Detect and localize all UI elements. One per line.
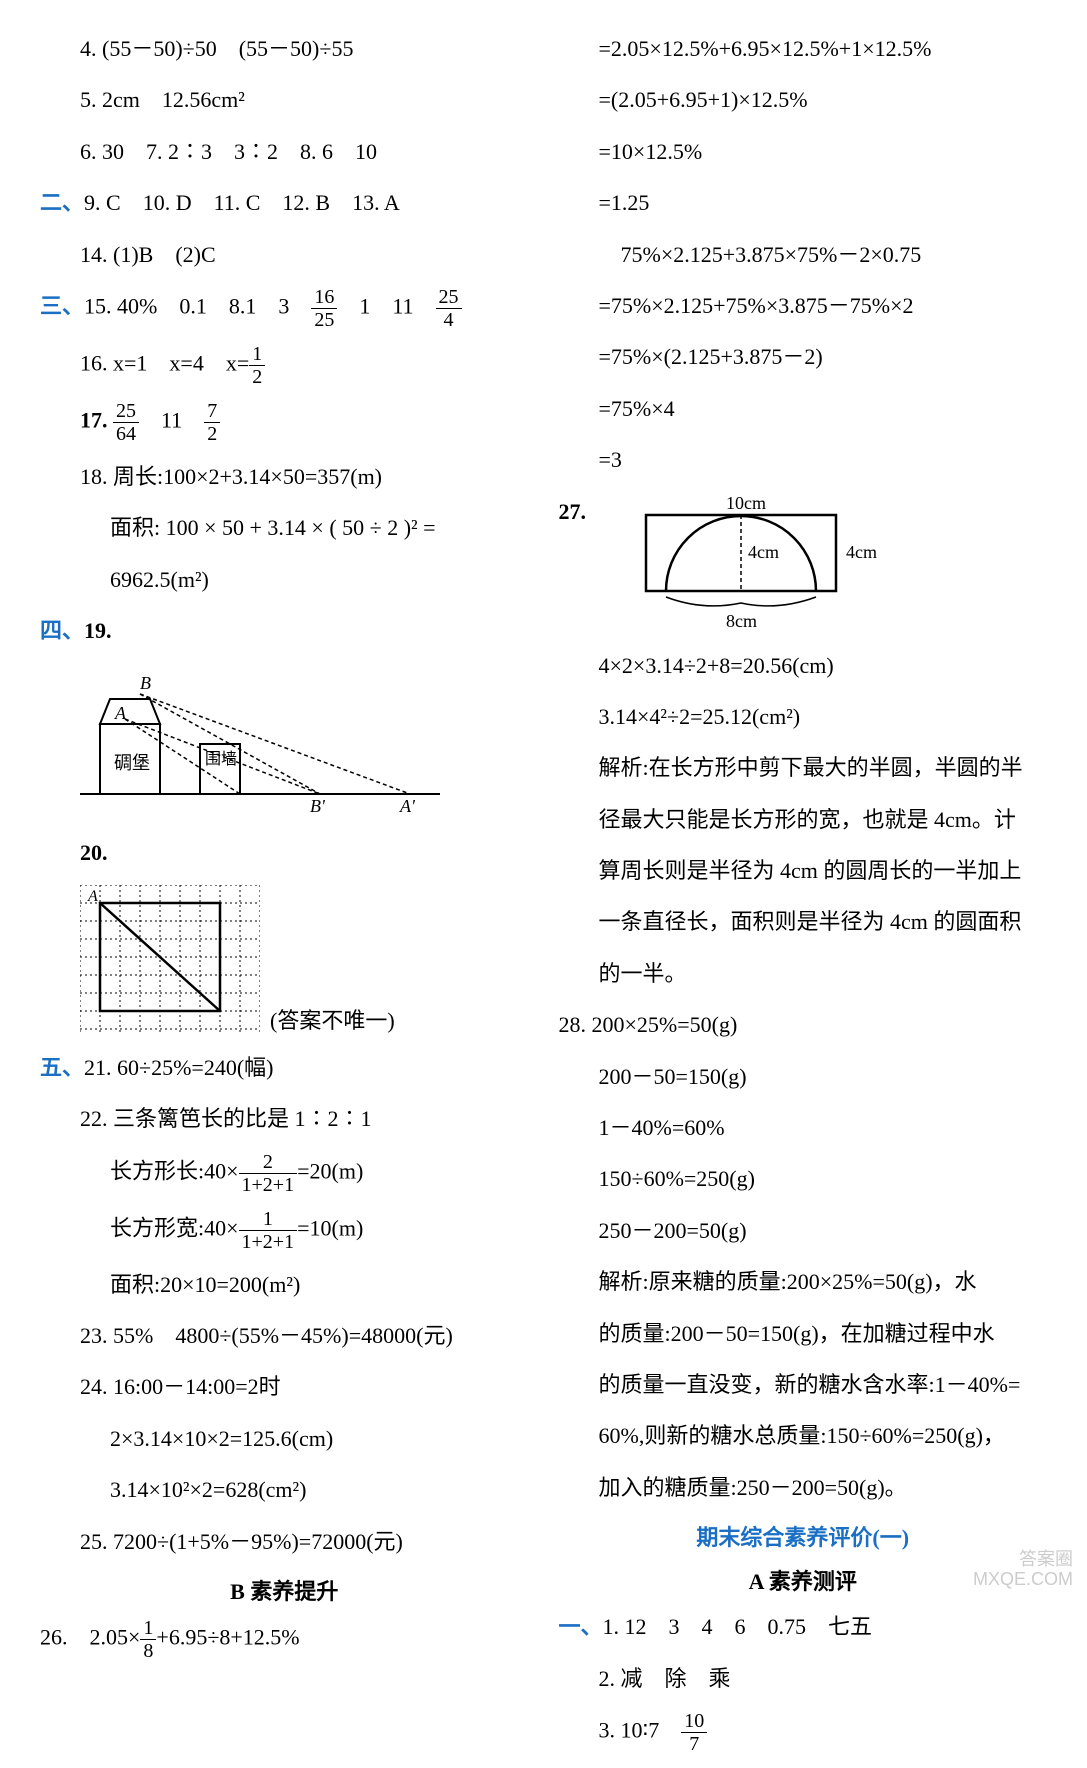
castle-diagram: 碉堡 围墙 B A B' A' <box>80 664 440 814</box>
q27-5: 算周长则是半径为 4cm 的圆周长的一半加上 <box>559 852 1048 889</box>
q26: 26. 2.05×18+6.95÷8+12.5% <box>40 1618 529 1661</box>
a2: 2. 减 除 乘 <box>559 1660 1048 1697</box>
q9-13: 9. C 10. D 11. C 12. B 13. A <box>84 190 400 215</box>
q15-frac1: 1625 <box>311 287 337 330</box>
q15-frac2: 254 <box>436 287 462 330</box>
q25: 25. 7200÷(1+5%－95%)=72000(元) <box>40 1523 529 1560</box>
q27-4: 径最大只能是长方形的宽，也就是 4cm。计 <box>559 801 1048 838</box>
q18-3: 6962.5(m²) <box>40 561 529 598</box>
q22-4: 面积:20×10=200(m²) <box>40 1266 529 1303</box>
watermark: 答案圈 MXQE.COM <box>973 1550 1073 1590</box>
sec2: 二、9. C 10. D 11. C 12. B 13. A <box>40 184 529 221</box>
q24-1: 24. 16:00－14:00=2时 <box>40 1368 529 1405</box>
title-final: 期末综合素养评价(一) <box>559 1520 1048 1552</box>
q4: 4. (55－50)÷50 (55－50)÷55 <box>40 30 529 67</box>
q17-frac1: 2564 <box>113 401 139 444</box>
svg-text:碉堡: 碉堡 <box>114 753 150 773</box>
q20-row: 20. <box>40 834 529 871</box>
sec3-label: 三、 <box>40 294 84 319</box>
q20-label: 20. <box>80 840 108 865</box>
q18-1: 18. 周长:100×2+3.14×50=357(m) <box>40 458 529 495</box>
q22-1: 22. 三条篱笆长的比是 1∶2∶1 <box>40 1100 529 1137</box>
r-l8: =75%×4 <box>559 390 1048 427</box>
q28-5: 250－200=50(g) <box>559 1212 1048 1249</box>
right-column: =2.05×12.5%+6.95×12.5%+1×12.5% =(2.05+6.… <box>559 30 1048 1768</box>
r-l5: 75%×2.125+3.875×75%－2×0.75 <box>559 236 1048 273</box>
r-l9: =3 <box>559 441 1048 478</box>
svg-text:B': B' <box>310 796 326 814</box>
svg-text:A: A <box>87 888 98 905</box>
left-column: 4. (55－50)÷50 (55－50)÷55 5. 2cm 12.56cm²… <box>40 30 529 1768</box>
q22-2: 长方形长:40×21+2+1=20(m) <box>40 1152 529 1195</box>
svg-text:A: A <box>114 703 127 723</box>
q28-9: 60%,则新的糖水总质量:150÷60%=250(g)， <box>559 1417 1048 1454</box>
r-l6: =75%×2.125+75%×3.875－75%×2 <box>559 287 1048 324</box>
q6-8: 6. 30 7. 2∶3 3∶2 8. 6 10 <box>40 133 529 170</box>
svg-text:10cm: 10cm <box>726 493 766 513</box>
svg-text:B: B <box>140 673 151 693</box>
q24-2: 2×3.14×10×2=125.6(cm) <box>40 1420 529 1457</box>
q19-label: 19. <box>84 618 112 643</box>
page-columns: 4. (55－50)÷50 (55－50)÷55 5. 2cm 12.56cm²… <box>40 30 1047 1768</box>
svg-text:4cm: 4cm <box>748 542 779 562</box>
sec2-label: 二、 <box>40 190 84 215</box>
q5: 5. 2cm 12.56cm² <box>40 81 529 118</box>
svg-text:8cm: 8cm <box>726 611 757 631</box>
q27-2: 3.14×4²÷2=25.12(cm²) <box>559 698 1048 735</box>
q21: 21. 60÷25%=240(幅) <box>84 1055 273 1080</box>
r-l4: =1.25 <box>559 184 1048 221</box>
title-b: B 素养提升 <box>40 1574 529 1606</box>
q17-frac2: 72 <box>204 401 220 444</box>
q27-3: 解析:在长方形中剪下最大的半圆，半圆的半 <box>559 749 1048 786</box>
sec5: 五、21. 60÷25%=240(幅) <box>40 1049 529 1086</box>
r-l2: =(2.05+6.95+1)×12.5% <box>559 81 1048 118</box>
q20-figure: A (答案不唯一) <box>80 885 529 1035</box>
r-l3: =10×12.5% <box>559 133 1048 170</box>
a3: 3. 10∶7 107 <box>559 1711 1048 1754</box>
sec4: 四、19. <box>40 612 529 649</box>
q27-1: 4×2×3.14÷2+8=20.56(cm) <box>559 647 1048 684</box>
q18-2: 面积: 100 × 50 + 3.14 × ( 50 ÷ 2 )² = <box>40 509 529 546</box>
q17: 17. 2564 11 72 <box>40 401 529 444</box>
q28-2: 200－50=150(g) <box>559 1058 1048 1095</box>
q27-label: 27. <box>559 493 587 530</box>
q20-note: (答案不唯一) <box>270 1003 395 1035</box>
q28-10: 加入的糖质量:250－200=50(g)。 <box>559 1469 1048 1506</box>
sec3: 三、15. 40% 0.1 8.1 3 1625 1 11 254 <box>40 287 529 330</box>
a-sec1-label: 一、 <box>559 1614 603 1639</box>
q22-3: 长方形宽:40×11+2+1=10(m) <box>40 1209 529 1252</box>
r-l1: =2.05×12.5%+6.95×12.5%+1×12.5% <box>559 30 1048 67</box>
svg-text:4cm: 4cm <box>846 542 877 562</box>
q23: 23. 55% 4800÷(55%－45%)=48000(元) <box>40 1317 529 1354</box>
r-l7: =75%×(2.125+3.875－2) <box>559 338 1048 375</box>
q28-8: 的质量一直没变，新的糖水含水率:1－40%= <box>559 1366 1048 1403</box>
q27-7: 的一半。 <box>559 955 1048 992</box>
q24-3: 3.14×10²×2=628(cm²) <box>40 1471 529 1508</box>
a-sec1: 一、1. 12 3 4 6 0.75 七五 <box>559 1608 1048 1645</box>
sec4-label: 四、 <box>40 618 84 643</box>
q16: 16. x=1 x=4 x=12 <box>40 344 529 387</box>
q16-frac: 12 <box>249 344 265 387</box>
grid-diagram: A <box>80 885 260 1035</box>
q28-7: 的质量:200－50=150(g)，在加糖过程中水 <box>559 1315 1048 1352</box>
sec5-label: 五、 <box>40 1055 84 1080</box>
q28-3: 1－40%=60% <box>559 1109 1048 1146</box>
q27-6: 一条直径长，面积则是半径为 4cm 的圆面积 <box>559 903 1048 940</box>
svg-text:围墙: 围墙 <box>205 750 237 768</box>
q28-6: 解析:原来糖的质量:200×25%=50(g)，水 <box>559 1263 1048 1300</box>
a1: 1. 12 3 4 6 0.75 七五 <box>603 1614 873 1639</box>
q15-a: 15. 40% 0.1 8.1 3 <box>84 294 311 319</box>
semicircle-diagram: 10cm 4cm 4cm 8cm <box>616 493 896 633</box>
q19-figure: 碉堡 围墙 B A B' A' <box>80 664 529 820</box>
q15-b: 1 11 <box>337 294 435 319</box>
svg-text:A': A' <box>399 796 416 814</box>
q28-1: 28. 200×25%=50(g) <box>559 1006 1048 1043</box>
q27-row: 27. 10cm 4cm 4cm 8cm <box>559 493 1048 633</box>
q28-4: 150÷60%=250(g) <box>559 1160 1048 1197</box>
q14: 14. (1)B (2)C <box>40 236 529 273</box>
